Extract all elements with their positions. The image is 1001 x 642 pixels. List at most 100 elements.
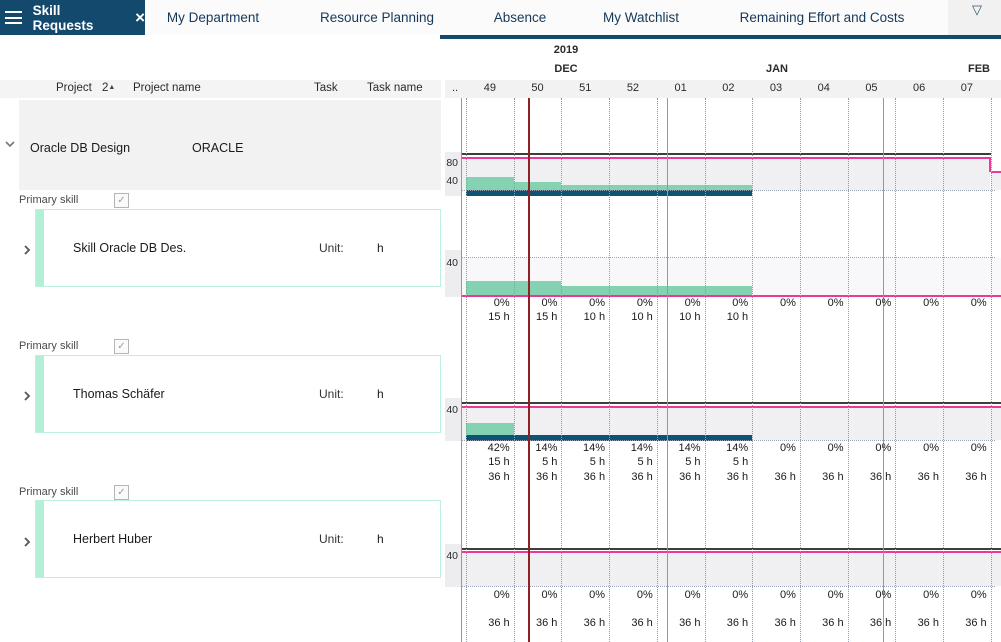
col-project[interactable]: Project bbox=[56, 82, 92, 94]
value-cell-percent: 0% bbox=[923, 589, 939, 601]
week-gridline bbox=[705, 98, 706, 642]
value-cell-percent: 0% bbox=[636, 589, 653, 601]
col-sort-indicator[interactable]: 2▲ bbox=[102, 82, 116, 94]
value-cell-percent: 0% bbox=[684, 589, 701, 601]
value-cell-totals: 36 h bbox=[822, 471, 844, 483]
week-gridline bbox=[991, 98, 992, 642]
col-task[interactable]: Task bbox=[314, 82, 338, 94]
value-cell-totals: 36 h bbox=[679, 471, 701, 483]
unit-value: h bbox=[377, 241, 384, 255]
value-cell-percent: 0% bbox=[827, 297, 844, 309]
resource-card[interactable]: Herbert Huber Unit: h bbox=[35, 500, 441, 578]
value-cell-hours: 15 h bbox=[488, 311, 510, 323]
tab-resource-planning[interactable]: Resource Planning bbox=[319, 10, 435, 25]
resource-name: Thomas Schäfer bbox=[73, 387, 165, 401]
chevron-right-icon[interactable] bbox=[20, 535, 34, 554]
load-bar bbox=[466, 281, 562, 295]
week-label: 05 bbox=[865, 82, 878, 94]
week-label: 51 bbox=[579, 82, 592, 94]
capacity-line bbox=[991, 171, 1001, 173]
value-cell-percent: 0% bbox=[923, 297, 939, 309]
scale-band bbox=[445, 152, 461, 196]
value-cell-percent: 14% bbox=[678, 442, 701, 454]
top-nav: Skill Requests × My Department Resource … bbox=[0, 0, 1001, 35]
timeline-month-feb: FEB bbox=[968, 63, 990, 75]
hamburger-icon[interactable] bbox=[5, 11, 22, 24]
value-cell-totals: 36 h bbox=[869, 617, 892, 629]
value-cell-totals: 36 h bbox=[917, 471, 939, 483]
value-cell-hours: 5 h bbox=[637, 456, 653, 468]
tab-skill-requests[interactable]: Skill Requests × bbox=[0, 0, 145, 35]
capacity-line bbox=[461, 295, 1001, 297]
primary-skill-checkbox[interactable]: ✓ bbox=[114, 193, 129, 208]
primary-skill-label: Primary skill bbox=[19, 486, 79, 498]
section-baseline bbox=[461, 440, 995, 442]
value-cell-hours: 5 h bbox=[732, 456, 749, 468]
chart-left-edge bbox=[461, 98, 462, 642]
value-cell-percent: 0% bbox=[589, 297, 606, 309]
close-icon[interactable]: × bbox=[135, 8, 145, 27]
limit-line bbox=[461, 548, 1001, 550]
resource-name: Herbert Huber bbox=[73, 532, 153, 546]
week-gridline bbox=[514, 98, 515, 642]
week-gridline bbox=[943, 98, 944, 642]
value-cell-totals: 36 h bbox=[726, 617, 749, 629]
value-cell-percent: 0% bbox=[493, 589, 510, 601]
chevron-right-icon[interactable] bbox=[20, 389, 34, 408]
col-project-name[interactable]: Project name bbox=[133, 82, 201, 94]
value-cell-percent: 0% bbox=[636, 297, 653, 309]
value-cell-percent: 0% bbox=[779, 442, 796, 454]
value-cell-totals: 36 h bbox=[631, 471, 653, 483]
value-cell-percent: 0% bbox=[970, 297, 987, 309]
value-cell-hours: 10 h bbox=[679, 311, 701, 323]
chevron-down-icon[interactable] bbox=[3, 137, 17, 156]
skill-group-row[interactable]: Skill Oracle DB Design ORACLE bbox=[19, 100, 441, 236]
tab-overflow-area bbox=[948, 0, 1001, 35]
value-cell-percent: 0% bbox=[875, 442, 892, 454]
month-gridline bbox=[883, 98, 884, 642]
tab-absence[interactable]: Absence bbox=[493, 10, 547, 25]
resource-card[interactable]: Skill Oracle DB Des. Unit: h bbox=[35, 209, 441, 287]
primary-skill-checkbox[interactable]: ✓ bbox=[114, 339, 129, 354]
value-cell-percent: 14% bbox=[726, 442, 749, 454]
value-cell-percent: 0% bbox=[589, 589, 606, 601]
unit-value: h bbox=[377, 532, 384, 546]
capacity-region bbox=[461, 553, 1001, 586]
value-cell-percent: 0% bbox=[732, 589, 749, 601]
value-cell-totals: 36 h bbox=[488, 471, 510, 483]
value-cell-hours: 10 h bbox=[631, 311, 653, 323]
value-cell-percent: 0% bbox=[970, 589, 987, 601]
value-cell-percent: 0% bbox=[970, 442, 987, 454]
tab-my-department[interactable]: My Department bbox=[166, 10, 260, 25]
capacity-line bbox=[461, 157, 991, 159]
limit-line bbox=[461, 153, 991, 155]
value-cell-percent: 14% bbox=[583, 442, 606, 454]
primary-skill-label: Primary skill bbox=[19, 340, 79, 352]
value-cell-hours: 10 h bbox=[726, 311, 749, 323]
chevron-down-outline-icon[interactable]: ▽ bbox=[972, 2, 982, 17]
week-gridline bbox=[466, 98, 467, 642]
tab-my-watchlist[interactable]: My Watchlist bbox=[602, 10, 680, 25]
value-cell-percent: 14% bbox=[630, 442, 653, 454]
primary-skill-checkbox[interactable]: ✓ bbox=[114, 485, 129, 500]
scale-label: 80 bbox=[446, 157, 458, 169]
week-label: 01 bbox=[674, 82, 687, 94]
scale-label: 40 bbox=[446, 175, 458, 187]
week-label: 07 bbox=[960, 82, 973, 94]
capacity-line bbox=[461, 406, 1001, 408]
value-cell-hours: 5 h bbox=[542, 456, 558, 468]
value-cell-percent: 14% bbox=[535, 442, 558, 454]
value-cell-percent: 0% bbox=[541, 589, 558, 601]
chevron-right-icon[interactable] bbox=[20, 243, 34, 262]
tab-remaining-effort[interactable]: Remaining Effort and Costs bbox=[739, 10, 905, 25]
value-cell-percent: 0% bbox=[732, 297, 749, 309]
resource-card[interactable]: Thomas Schäfer Unit: h bbox=[35, 355, 441, 433]
value-cell-hours: 10 h bbox=[583, 311, 606, 323]
value-cell-percent: 0% bbox=[684, 297, 701, 309]
value-cell-totals: 36 h bbox=[917, 617, 939, 629]
value-cell-totals: 36 h bbox=[774, 471, 796, 483]
col-task-name[interactable]: Task name bbox=[367, 82, 423, 94]
table-header-band bbox=[0, 80, 441, 98]
value-cell-totals: 36 h bbox=[583, 471, 606, 483]
